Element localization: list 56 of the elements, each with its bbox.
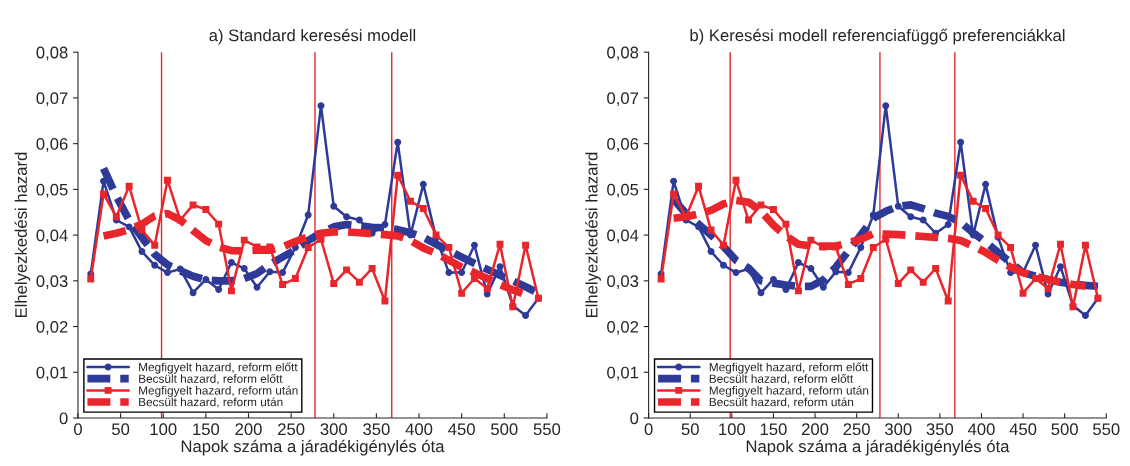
legend-label: Becsült hazard, reform után	[709, 397, 854, 408]
y-tick-label: 0,03	[607, 275, 639, 289]
x-tick-label: 50	[112, 423, 130, 436]
y-tick-label: 0,06	[36, 138, 68, 152]
y-axis-title: Elhelyezkedési hazard	[585, 152, 601, 318]
y-tick-label: 0,04	[36, 229, 68, 244]
x-tick-label: 300	[884, 423, 912, 436]
y-tick-label: 0,04	[607, 229, 639, 244]
y-tick-label: 0,05	[36, 183, 68, 198]
x-tick-label: 400	[405, 423, 433, 436]
x-tick-label: 50	[681, 423, 699, 436]
x-tick-label: 200	[235, 423, 262, 436]
y-tick-label: 0,02	[607, 320, 639, 335]
x-tick-label: 550	[1093, 423, 1120, 436]
y-tick-label: 0,05	[607, 183, 639, 198]
x-tick-label: 450	[448, 423, 475, 436]
x-tick-label: 100	[150, 423, 177, 436]
chart-title: a) Standard keresési modell	[209, 28, 416, 45]
y-tick-label: 0,07	[607, 92, 639, 107]
x-tick-label: 400	[967, 423, 995, 436]
x-tick-label: 500	[491, 423, 518, 436]
y-tick-label: 0	[59, 412, 68, 425]
chart-title: b) Keresési modell referenciafüggő preferenciákkal	[690, 28, 1065, 45]
y-tick-label: 0,02	[36, 320, 68, 335]
x-tick-label: 150	[193, 423, 220, 436]
x-tick-label: 250	[278, 423, 305, 436]
legend-label: Megfigyelt hazard, reform után	[139, 385, 298, 397]
y-tick-label: 0,06	[607, 138, 639, 152]
x-tick-label: 450	[1009, 423, 1037, 436]
x-tick-label: 550	[533, 423, 561, 436]
x-tick-label: 350	[363, 423, 390, 436]
y-tick-label: 0,08	[36, 46, 68, 61]
legend-label: Becsült hazard, reform előtt	[709, 374, 854, 385]
x-axis-title: Napok száma a járadékigénylés óta	[746, 439, 1010, 456]
x-tick-label: 300	[320, 423, 348, 436]
legend-label: Becsült hazard, reform előtt	[139, 374, 283, 385]
y-tick-label: 0,08	[607, 46, 639, 61]
x-tick-label: 250	[843, 423, 870, 436]
legend-label: Becsült hazard, reform után	[139, 397, 283, 408]
y-axis-title: Elhelyezkedési hazard	[14, 152, 31, 318]
legend-label: Megfigyelt hazard, reform előtt	[709, 362, 869, 374]
x-tick-label: 500	[1051, 423, 1078, 436]
x-tick-label: 100	[719, 423, 746, 436]
legend-label: Megfigyelt hazard, reform után	[709, 385, 869, 397]
x-axis-title: Napok száma a járadékigénylés óta	[181, 439, 445, 456]
x-tick-label: 150	[760, 423, 787, 436]
y-tick-label: 0,01	[607, 366, 639, 381]
y-tick-label: 0,01	[36, 366, 68, 381]
y-tick-label: 0,07	[36, 92, 68, 107]
y-tick-label: 0,03	[36, 275, 68, 289]
x-tick-label: 200	[801, 423, 829, 436]
x-tick-label: 350	[926, 423, 954, 436]
legend-label: Megfigyelt hazard, reform előtt	[139, 362, 298, 374]
x-tick-label: 0	[644, 423, 653, 436]
x-tick-label: 0	[73, 423, 82, 436]
y-tick-label: 0	[630, 412, 639, 425]
